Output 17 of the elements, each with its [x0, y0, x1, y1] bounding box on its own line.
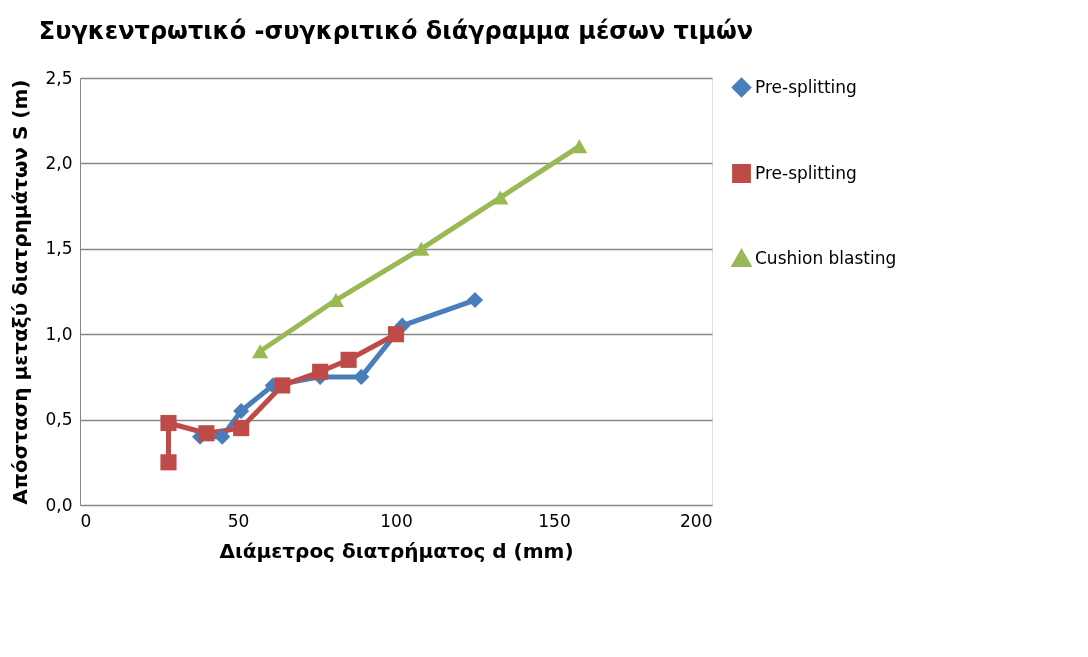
y-tick-label: 1,0 — [45, 323, 73, 344]
y-tick-label: 2,5 — [45, 67, 73, 88]
y-tick-label: 0,0 — [45, 494, 73, 515]
y-axis-title: Απόσταση μεταξύ διατρημάτων S (m) — [8, 79, 33, 505]
x-axis-title: Διάμετρος διατρήματος d (mm) — [219, 538, 574, 563]
x-tick-label: 0 — [80, 510, 92, 531]
legend-label: Pre-splitting — [755, 162, 857, 183]
chart-title: Συγκεντρωτικό -συγκριτικό διάγραμμα μέσων τιμών — [38, 17, 754, 45]
y-tick-label: 0,5 — [45, 409, 73, 430]
y-tick-label: 2,0 — [45, 152, 73, 173]
x-tick-label: 200 — [680, 510, 713, 531]
x-tick-label: 150 — [538, 510, 571, 531]
legend-label: Pre-splitting — [755, 76, 857, 97]
x-tick-label: 50 — [227, 510, 250, 531]
legend-label: Cushion blasting — [755, 247, 897, 268]
x-tick-label: 100 — [380, 510, 413, 531]
y-tick-label: 1,5 — [45, 238, 73, 259]
